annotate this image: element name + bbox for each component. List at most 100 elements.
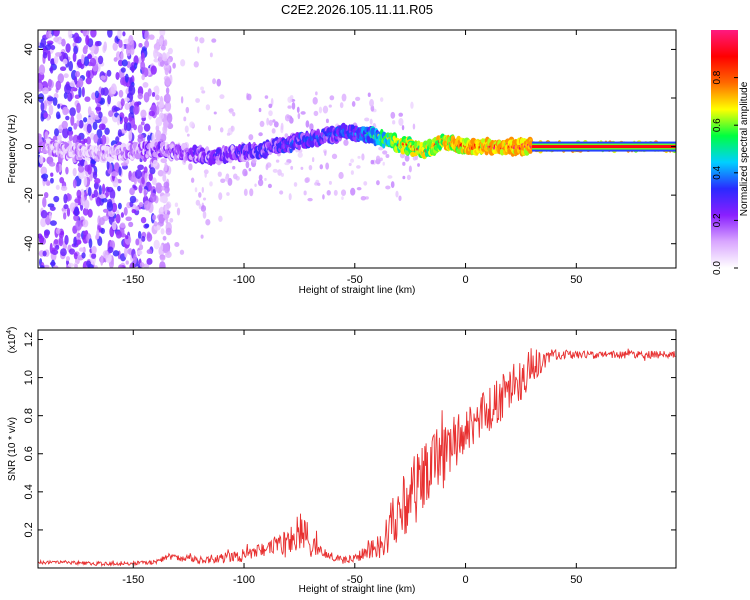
- spectrogram-speckle: [211, 38, 217, 43]
- spectrogram-speckle: [52, 30, 60, 37]
- spectrogram-speckle: [340, 189, 347, 197]
- spectrogram-speckle: [74, 198, 81, 204]
- spectrogram-speckle: [74, 207, 79, 217]
- spectrogram-speckle: [162, 56, 168, 62]
- spectrogram-speckle: [38, 155, 44, 165]
- spectrogram-speckle: [128, 221, 134, 228]
- spectrogram-speckle: [398, 195, 402, 202]
- spectrogram-speckle: [42, 177, 48, 182]
- spectrogram-speckle: [303, 190, 307, 196]
- spectrogram-speckle: [212, 78, 217, 85]
- spectrogram-speckle: [101, 134, 107, 145]
- spectrogram-speckle: [251, 157, 257, 164]
- spectrogram-speckle: [300, 166, 304, 170]
- spectrogram-speckle: [156, 38, 160, 48]
- spectrogram-speckle: [332, 154, 336, 159]
- spectrogram-speckle: [73, 122, 78, 130]
- spectrogram-speckle: [49, 261, 56, 266]
- spectrogram-speckle: [131, 209, 136, 214]
- spectrogram-speckle: [128, 130, 133, 142]
- snr-ytick-label: 1.0: [23, 370, 35, 385]
- spectrogram-speckle: [42, 51, 48, 59]
- spectrogram-speckle: [50, 177, 54, 184]
- snr-scale-base: (x10: [7, 333, 18, 353]
- spectrogram-speckle: [39, 265, 45, 268]
- spectrogram-speckle: [49, 65, 54, 74]
- spectrogram-xtick-label: -100: [233, 274, 255, 286]
- spectrogram-speckle: [116, 114, 121, 126]
- spectrogram-speckle: [155, 182, 162, 188]
- spectrogram-speckle: [94, 178, 101, 184]
- colorbar: 0.0 0.2 0.4 0.6 0.8 Normalized spectral ampl…: [711, 30, 750, 275]
- spectrogram-speckle: [185, 106, 190, 114]
- spectrogram-speckle: [104, 127, 110, 135]
- snr-xlabel: Height of straight line (km): [299, 584, 416, 595]
- spectrogram-speckle: [159, 255, 166, 261]
- spectrogram-speckle: [291, 101, 296, 110]
- spectrogram-speckle: [125, 235, 129, 240]
- spectrogram-speckle: [60, 248, 67, 257]
- spectrogram-speckle: [194, 187, 198, 193]
- spectrogram-speckle: [125, 260, 129, 265]
- spectrogram-speckle: [350, 187, 356, 196]
- snr-xtick-label: -50: [347, 574, 363, 586]
- spectrogram-speckle: [98, 111, 103, 119]
- snr-background: [38, 330, 676, 568]
- spectrogram-speckle: [148, 110, 155, 117]
- spectrogram-speckle: [328, 180, 332, 185]
- spectrogram-speckle: [138, 202, 144, 208]
- spectrogram-speckle: [385, 154, 390, 158]
- snr-ytick-label: 0.2: [23, 522, 35, 537]
- spectrogram-speckle: [401, 124, 405, 131]
- spectrogram-speckle: [382, 150, 388, 155]
- spectrogram-speckle: [189, 121, 195, 128]
- spectrogram-speckle: [135, 206, 140, 211]
- spectrogram-speckle: [272, 119, 276, 123]
- spectrogram-speckle: [311, 157, 315, 163]
- spectrogram-speckle: [90, 30, 97, 38]
- spectrogram-speckle: [144, 30, 150, 41]
- spectrogram-speckle: [288, 193, 292, 201]
- spectrogram-speckle: [139, 262, 145, 268]
- spectrogram-speckle: [63, 92, 68, 100]
- snr-series-line: [38, 348, 676, 568]
- snr-ytick-label: 0.4: [23, 484, 35, 499]
- spectrogram-speckle: [273, 121, 279, 128]
- spectrogram-speckle: [62, 127, 69, 139]
- spectrogram-speckle: [64, 234, 69, 245]
- spectrogram-speckle: [309, 123, 314, 131]
- spectrogram-speckle: [172, 62, 176, 69]
- spectrogram-speckle: [404, 154, 410, 162]
- spectrogram-speckle: [143, 200, 151, 211]
- spectrogram-speckle: [249, 188, 254, 197]
- spectrogram-speckle: [40, 166, 48, 176]
- spectrogram-speckle: [268, 110, 273, 117]
- spectrogram-speckle: [65, 256, 71, 262]
- spectrogram-speckle: [160, 228, 165, 235]
- spectrogram-speckle: [68, 60, 74, 72]
- spectrogram-speckle: [75, 220, 82, 231]
- spectrogram-speckle: [84, 96, 91, 102]
- spectrogram-speckle: [141, 177, 145, 185]
- colorbar-tick-label: 0.2: [712, 213, 723, 227]
- spectrogram-speckle: [38, 64, 46, 76]
- spectrogram-speckle: [140, 216, 147, 224]
- spectrogram-speckle: [348, 162, 352, 167]
- spectrogram-speckle: [91, 253, 97, 259]
- spectrogram-speckle: [82, 207, 89, 216]
- spectrogram-speckle: [199, 37, 205, 44]
- spectrogram-speckle: [77, 77, 84, 88]
- spectrogram-speckle: [159, 30, 166, 37]
- spectrogram-speckle: [193, 61, 199, 68]
- spectrogram-speckle: [62, 58, 68, 65]
- spectrogram-speckle: [322, 105, 329, 114]
- spectrogram-speckle: [363, 181, 368, 186]
- spectrogram-speckle: [319, 164, 324, 170]
- colorbar-tick-label: 0.4: [712, 165, 723, 179]
- spectrogram-speckle: [65, 166, 69, 175]
- spectrogram-speckle: [54, 244, 60, 250]
- spectrogram-speckle: [258, 107, 262, 113]
- spectrogram-speckle: [55, 52, 62, 57]
- spectrogram-speckle: [144, 223, 150, 228]
- spectrogram-speckle: [226, 132, 231, 136]
